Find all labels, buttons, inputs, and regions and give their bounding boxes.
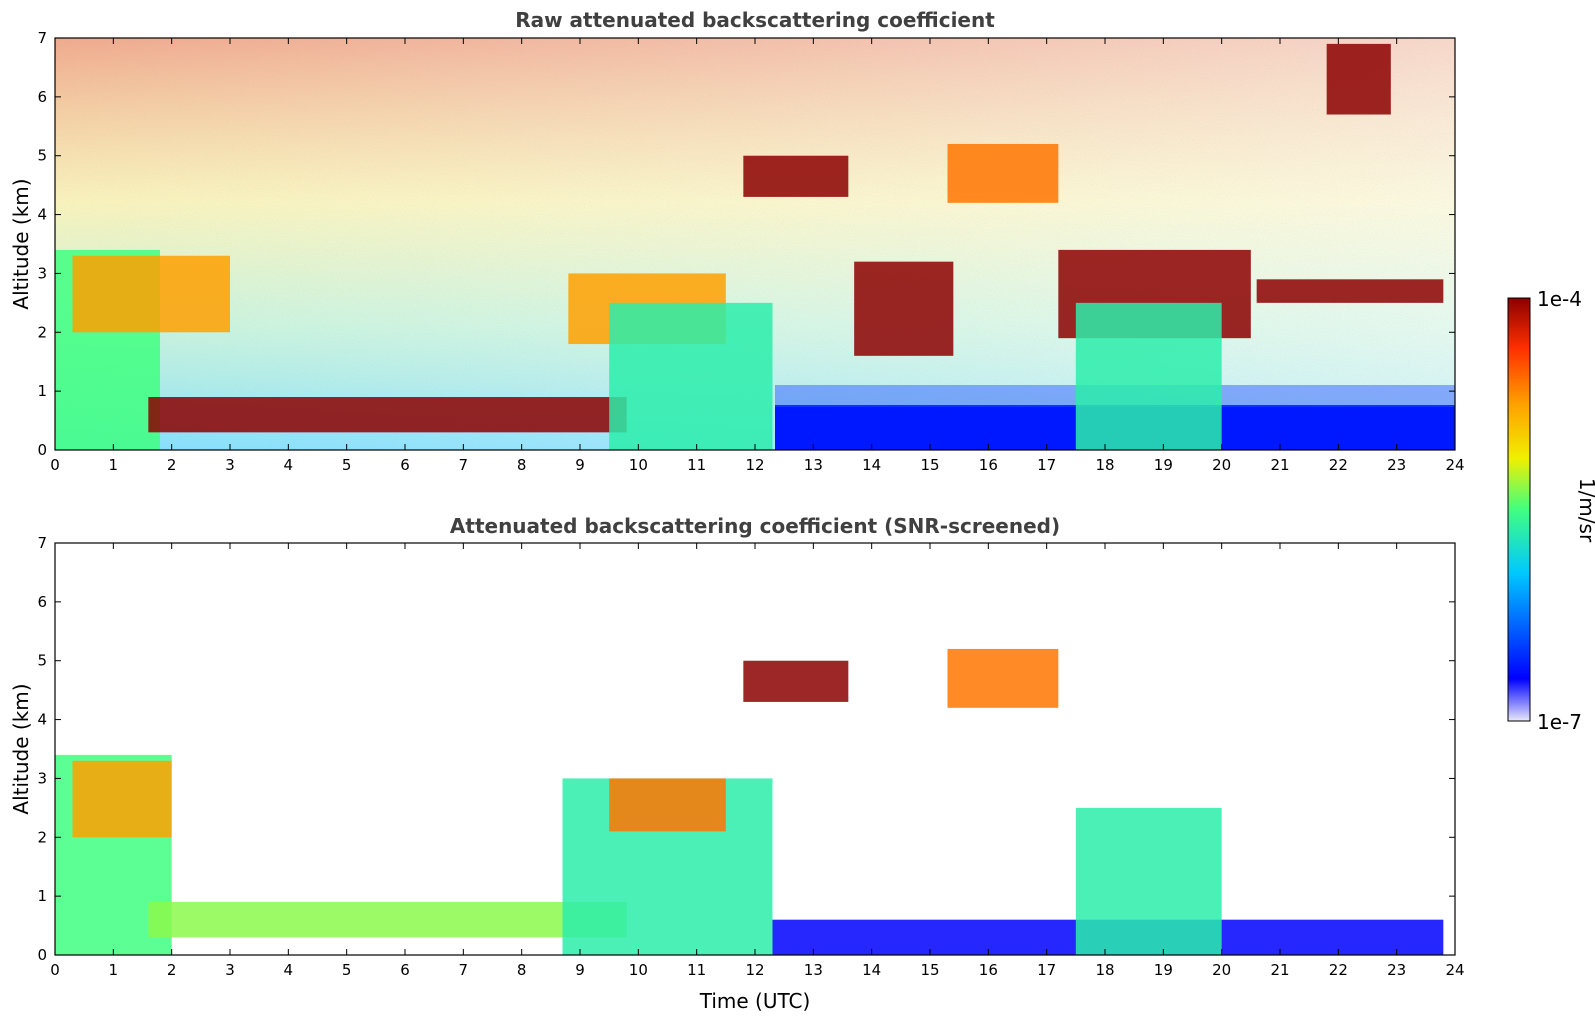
backscatter-feature <box>947 143 1059 203</box>
x-tick-label: 18 <box>1095 456 1114 474</box>
x-tick-label: 5 <box>342 961 352 979</box>
y-tick-label: 1 <box>37 887 47 905</box>
y-tick-label: 4 <box>37 711 47 729</box>
x-tick-label: 3 <box>225 456 235 474</box>
x-tick-label: 20 <box>1212 961 1231 979</box>
x-tick-label: 21 <box>1270 961 1289 979</box>
x-tick-label: 3 <box>225 961 235 979</box>
panel-screened-plot-area <box>55 543 1455 955</box>
colorbar: 1e-4 1e-7 1/m/sr <box>1507 287 1595 734</box>
x-tick-label: 13 <box>804 961 823 979</box>
backscatter-feature <box>72 255 230 333</box>
colorbar-unit-label: 1/m/sr <box>1575 478 1595 543</box>
backscatter-feature <box>148 397 627 433</box>
x-tick-label: 2 <box>167 456 177 474</box>
y-tick-label: 0 <box>37 946 47 964</box>
x-tick-label: 7 <box>459 456 469 474</box>
x-tick-label: 16 <box>979 456 998 474</box>
y-tick-label: 6 <box>37 593 47 611</box>
backscatter-feature <box>148 902 627 938</box>
x-tick-label: 10 <box>629 456 648 474</box>
backscatter-feature <box>609 302 773 450</box>
y-tick-label: 3 <box>37 264 47 282</box>
panel-raw-title: Raw attenuated backscattering coefficien… <box>515 8 995 32</box>
x-tick-label: 0 <box>50 456 60 474</box>
x-tick-label: 17 <box>1037 456 1056 474</box>
x-tick-label: 1 <box>109 456 119 474</box>
backscatter-feature <box>1075 807 1222 955</box>
y-tick-label: 7 <box>37 29 47 47</box>
x-tick-label: 12 <box>745 961 764 979</box>
x-tick-label: 1 <box>109 961 119 979</box>
x-tick-label: 8 <box>517 961 527 979</box>
x-tick-label: 2 <box>167 961 177 979</box>
colorbar-min-label: 1e-7 <box>1537 710 1582 734</box>
backscatter-feature <box>72 760 172 838</box>
x-tick-label: 7 <box>459 961 469 979</box>
y-tick-label: 5 <box>37 652 47 670</box>
x-tick-label: 22 <box>1329 456 1348 474</box>
y-tick-label: 3 <box>37 769 47 787</box>
x-tick-label: 6 <box>400 961 410 979</box>
backscatter-feature <box>609 778 726 832</box>
backscatter-feature <box>743 155 849 197</box>
colorbar-max-label: 1e-4 <box>1537 287 1582 311</box>
x-tick-label: 15 <box>920 456 939 474</box>
x-tick-label: 24 <box>1445 961 1464 979</box>
x-tick-label: 23 <box>1387 456 1406 474</box>
x-tick-label: 10 <box>629 961 648 979</box>
backscatter-feature <box>854 261 954 356</box>
y-tick-label: 6 <box>37 88 47 106</box>
x-tick-label: 12 <box>745 456 764 474</box>
backscatter-feature <box>947 648 1059 708</box>
x-tick-label: 14 <box>862 961 881 979</box>
x-tick-label: 18 <box>1095 961 1114 979</box>
backscatter-feature <box>1256 279 1444 303</box>
backscatter-feature <box>1075 302 1222 450</box>
y-tick-label: 0 <box>37 441 47 459</box>
colorbar-gradient <box>1507 297 1531 722</box>
x-tick-label: 19 <box>1154 456 1173 474</box>
y-tick-label: 1 <box>37 382 47 400</box>
x-tick-label: 0 <box>50 961 60 979</box>
x-tick-label: 11 <box>687 961 706 979</box>
y-tick-label: 7 <box>37 534 47 552</box>
x-tick-label: 17 <box>1037 961 1056 979</box>
x-tick-label: 16 <box>979 961 998 979</box>
panel-screened-ylabel: Altitude (km) <box>9 683 33 814</box>
x-tick-label: 4 <box>284 961 294 979</box>
x-tick-label: 14 <box>862 456 881 474</box>
x-tick-label: 23 <box>1387 961 1406 979</box>
x-tick-label: 5 <box>342 456 352 474</box>
y-tick-label: 5 <box>37 147 47 165</box>
x-tick-label: 19 <box>1154 961 1173 979</box>
backscatter-feature <box>1326 43 1391 115</box>
x-tick-label: 20 <box>1212 456 1231 474</box>
x-tick-label: 9 <box>575 961 585 979</box>
x-tick-label: 4 <box>284 456 294 474</box>
y-tick-label: 2 <box>37 323 47 341</box>
x-tick-label: 6 <box>400 456 410 474</box>
x-tick-label: 24 <box>1445 456 1464 474</box>
panel-raw-plot-area <box>55 38 1455 450</box>
x-tick-label: 9 <box>575 456 585 474</box>
panel-raw-ylabel: Altitude (km) <box>9 178 33 309</box>
x-tick-label: 8 <box>517 456 527 474</box>
x-tick-label: 15 <box>920 961 939 979</box>
y-tick-label: 2 <box>37 828 47 846</box>
panel-raw: Raw attenuated backscattering coefficien… <box>9 8 1465 474</box>
panel-screened: Attenuated backscattering coefficient (S… <box>9 514 1465 1013</box>
panel-screened-xlabel: Time (UTC) <box>699 989 811 1013</box>
x-tick-label: 11 <box>687 456 706 474</box>
x-tick-label: 22 <box>1329 961 1348 979</box>
backscatter-feature <box>743 660 849 702</box>
y-tick-label: 4 <box>37 206 47 224</box>
x-tick-label: 21 <box>1270 456 1289 474</box>
panel-screened-title: Attenuated backscattering coefficient (S… <box>450 514 1060 538</box>
x-tick-label: 13 <box>804 456 823 474</box>
